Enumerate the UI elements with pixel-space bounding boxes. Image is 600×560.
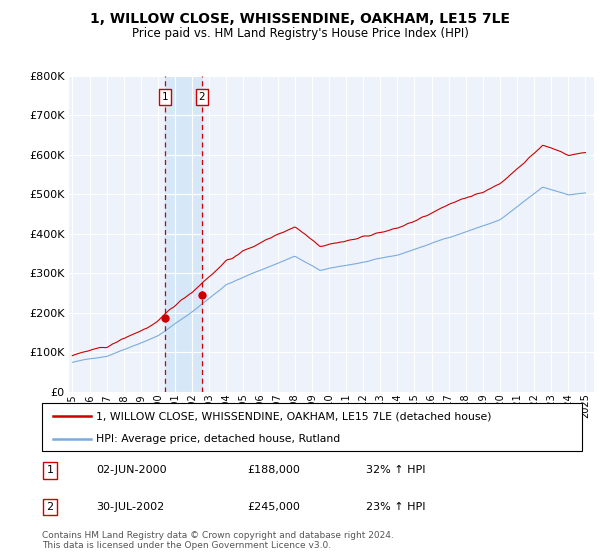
Text: 2: 2 (47, 502, 53, 512)
Text: 32% ↑ HPI: 32% ↑ HPI (366, 465, 425, 475)
FancyBboxPatch shape (42, 403, 582, 451)
Text: 1, WILLOW CLOSE, WHISSENDINE, OAKHAM, LE15 7LE: 1, WILLOW CLOSE, WHISSENDINE, OAKHAM, LE… (90, 12, 510, 26)
Text: 2: 2 (199, 92, 205, 102)
Text: 1, WILLOW CLOSE, WHISSENDINE, OAKHAM, LE15 7LE (detached house): 1, WILLOW CLOSE, WHISSENDINE, OAKHAM, LE… (96, 411, 491, 421)
Text: £188,000: £188,000 (247, 465, 300, 475)
Text: 02-JUN-2000: 02-JUN-2000 (96, 465, 167, 475)
Text: £245,000: £245,000 (247, 502, 300, 512)
Bar (165, 76, 202, 392)
Text: 30-JUL-2002: 30-JUL-2002 (96, 502, 164, 512)
Text: HPI: Average price, detached house, Rutland: HPI: Average price, detached house, Rutl… (96, 434, 340, 444)
Text: 1: 1 (162, 92, 169, 102)
Text: Contains HM Land Registry data © Crown copyright and database right 2024.
This d: Contains HM Land Registry data © Crown c… (42, 531, 394, 550)
Text: Price paid vs. HM Land Registry's House Price Index (HPI): Price paid vs. HM Land Registry's House … (131, 27, 469, 40)
Text: 1: 1 (47, 465, 53, 475)
Text: 23% ↑ HPI: 23% ↑ HPI (366, 502, 425, 512)
